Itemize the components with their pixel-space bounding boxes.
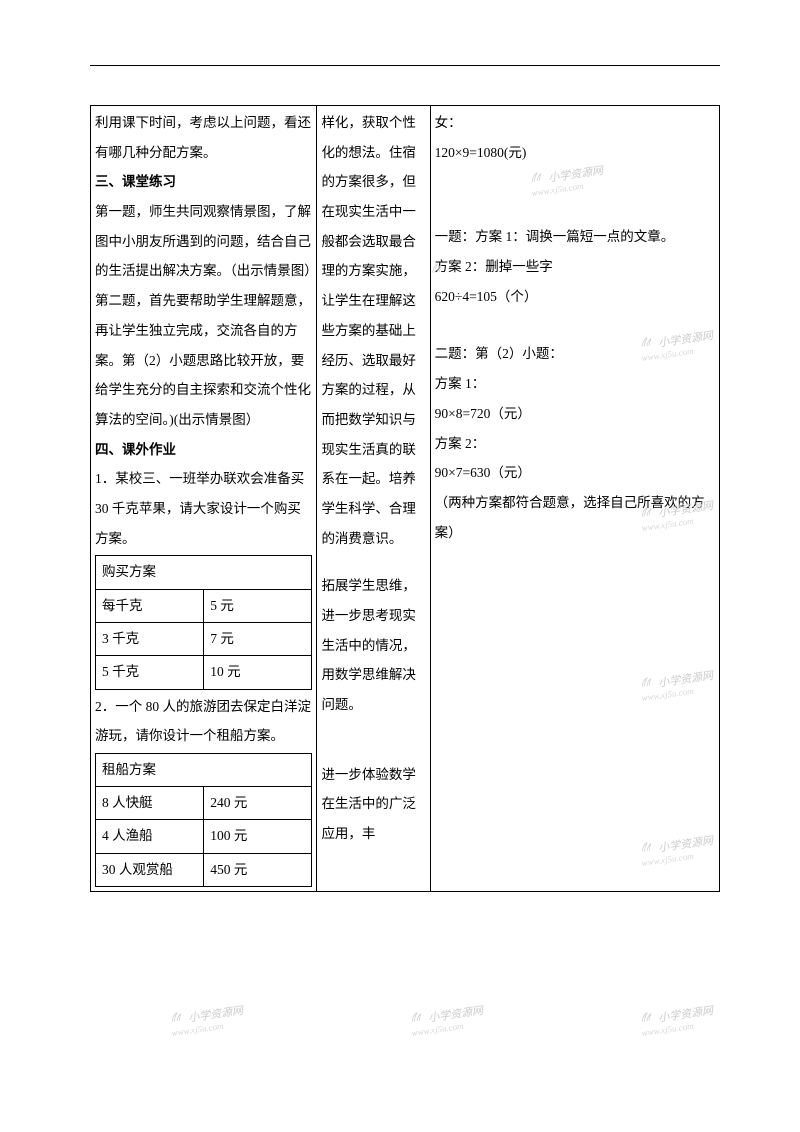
table-cell: 100 元 bbox=[204, 820, 312, 853]
table-cell: 8 人快艇 bbox=[96, 787, 204, 820]
paragraph: 二题：第（2）小题： bbox=[435, 339, 715, 369]
paragraph: 一题：方案 1：调换一篇短一点的文章。 bbox=[435, 222, 715, 252]
leaf-icon bbox=[408, 1008, 424, 1024]
table-row: 4 人渔船 100 元 bbox=[96, 820, 312, 853]
table-header: 租船方案 bbox=[96, 753, 312, 786]
watermark-url: www.xj5u.com bbox=[171, 1018, 245, 1038]
paragraph: 620÷4=105（个） bbox=[435, 282, 715, 312]
paragraph: 2．一个 80 人的旅游团去保定白洋淀游玩，请你设计一个租船方案。 bbox=[95, 692, 312, 751]
table-cell: 30 人观赏船 bbox=[96, 853, 204, 886]
teaching-activity-column: 利用课下时间，考虑以上问题，看还有哪几种分配方案。 三、课堂练习 第一题，师生共… bbox=[91, 106, 317, 892]
page-top-rule bbox=[90, 65, 720, 66]
leaf-icon bbox=[638, 1008, 654, 1024]
table-header: 购买方案 bbox=[96, 556, 312, 589]
table-cell: 240 元 bbox=[204, 787, 312, 820]
table-row: 5 千克 10 元 bbox=[96, 656, 312, 689]
paragraph: 女： bbox=[435, 108, 715, 138]
section-heading: 四、课外作业 bbox=[95, 435, 312, 465]
student-activity-column: 女： 120×9=1080(元) 一题：方案 1：调换一篇短一点的文章。 方案 … bbox=[430, 106, 719, 892]
watermark-url: www.xj5u.com bbox=[411, 1018, 485, 1038]
watermark-text: 小学资源网 bbox=[658, 1005, 714, 1025]
table-cell: 3 千克 bbox=[96, 622, 204, 655]
table-cell: 每千克 bbox=[96, 589, 204, 622]
table-cell: 5 千克 bbox=[96, 656, 204, 689]
watermark-url: www.xj5u.com bbox=[641, 1018, 715, 1038]
table-cell: 4 人渔船 bbox=[96, 820, 204, 853]
table-cell: 5 元 bbox=[204, 589, 312, 622]
section-heading: 三、课堂练习 bbox=[95, 167, 312, 197]
table-row: 每千克 5 元 bbox=[96, 589, 312, 622]
paragraph: 90×8=720（元） bbox=[435, 399, 715, 429]
table-row: 利用课下时间，考虑以上问题，看还有哪几种分配方案。 三、课堂练习 第一题，师生共… bbox=[91, 106, 720, 892]
design-intent-column: 样化，获取个性化的想法。住宿的方案很多，但在现实生活中一般都会选取最合理的方案实… bbox=[317, 106, 430, 892]
paragraph: 第一题，师生共同观察情景图，了解图中小朋友所遇到的问题，结合自己的生活提出解决方… bbox=[95, 197, 312, 286]
watermark-text: 小学资源网 bbox=[428, 1005, 484, 1025]
paragraph: 利用课下时间，考虑以上问题，看还有哪几种分配方案。 bbox=[95, 108, 312, 167]
table-row: 30 人观赏船 450 元 bbox=[96, 853, 312, 886]
table-cell: 7 元 bbox=[204, 622, 312, 655]
purchase-plan-table: 购买方案 每千克 5 元 3 千克 7 元 5 千克 10 元 bbox=[95, 555, 312, 689]
table-cell: 450 元 bbox=[204, 853, 312, 886]
table-cell: 10 元 bbox=[204, 656, 312, 689]
spacer bbox=[435, 167, 715, 222]
lesson-plan-table: 利用课下时间，考虑以上问题，看还有哪几种分配方案。 三、课堂练习 第一题，师生共… bbox=[90, 105, 720, 892]
paragraph: （两种方案都符合题意，选择自己所喜欢的方案） bbox=[435, 488, 715, 547]
watermark: 小学资源网 www.xj5u.com bbox=[168, 1000, 245, 1038]
watermark-text: 小学资源网 bbox=[188, 1005, 244, 1025]
leaf-icon bbox=[168, 1008, 184, 1024]
paragraph: 第二题，首先要帮助学生理解题意，再让学生独立完成，交流各自的方案。第（2）小题思… bbox=[95, 286, 312, 434]
table-row: 租船方案 bbox=[96, 753, 312, 786]
paragraph: 120×9=1080(元) bbox=[435, 138, 715, 168]
table-row: 购买方案 bbox=[96, 556, 312, 589]
paragraph: 样化，获取个性化的想法。住宿的方案很多，但在现实生活中一般都会选取最合理的方案实… bbox=[321, 108, 425, 553]
watermark: 小学资源网 www.xj5u.com bbox=[638, 1000, 715, 1038]
watermark: 小学资源网 www.xj5u.com bbox=[408, 1000, 485, 1038]
table-row: 8 人快艇 240 元 bbox=[96, 787, 312, 820]
table-row: 3 千克 7 元 bbox=[96, 622, 312, 655]
paragraph: 方案 2：删掉一些字 bbox=[435, 252, 715, 282]
paragraph: 拓展学生思维，进一步思考现实生活中的情况，用数学思维解决问题。 bbox=[321, 571, 425, 719]
spacer bbox=[321, 553, 425, 571]
paragraph: 进一步体验数学在生活中的广泛应用，丰 bbox=[321, 760, 425, 849]
spacer bbox=[321, 720, 425, 760]
spacer bbox=[435, 311, 715, 339]
paragraph: 方案 2： bbox=[435, 429, 715, 459]
paragraph: 方案 1： bbox=[435, 369, 715, 399]
paragraph: 90×7=630（元） bbox=[435, 458, 715, 488]
boat-rental-table: 租船方案 8 人快艇 240 元 4 人渔船 100 元 30 人观赏船 450… bbox=[95, 753, 312, 887]
paragraph: 1．某校三、一班举办联欢会准备买 30 千克苹果，请大家设计一个购买方案。 bbox=[95, 464, 312, 553]
